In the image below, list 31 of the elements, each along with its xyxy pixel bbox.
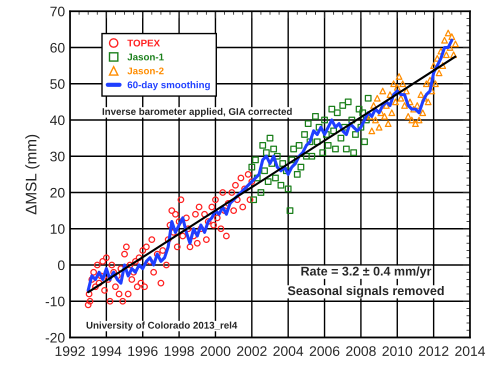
x-tick-label: 2008 [346,346,376,356]
legend-label: 60-day smoothing [128,81,210,90]
annotation: Seasonal signals removed [288,286,444,298]
y-tick-label: 50 [50,79,65,89]
annotation: Rate = 3.2 ± 0.4 mm/yr [301,266,432,278]
x-tick-label: 2012 [418,346,448,356]
y-tick-label: 20 [50,188,65,198]
y-tick-label: 40 [50,115,65,126]
legend-label: TOPEX [127,40,160,47]
annotation: Inverse barometer applied, GIA corrected [102,108,292,117]
x-tick-label: 1996 [128,346,158,356]
x-tick-label: 2014 [455,346,486,356]
legend-label: Jason-2 [127,67,164,74]
legend-label: Jason-1 [127,54,164,60]
y-tick-label: -20 [46,332,65,343]
x-tick-label: 2000 [200,346,230,356]
y-axis-title: ΔMSL (mm) [25,134,40,214]
x-tick-label: 2004 [273,346,304,356]
x-tick-label: 2010 [382,346,412,356]
x-tick-label: 2002 [237,346,267,356]
y-tick-label: 30 [50,152,65,162]
y-tick-label: 0 [58,260,65,270]
y-tick-label: 70 [50,6,65,16]
x-tick-label: 1998 [164,346,194,356]
x-tick-label: 1992 [56,346,85,356]
x-tick-label: 1994 [92,346,122,356]
x-tick-label: 2006 [310,346,340,356]
annotation: University of Colorado 2013_rel4 [86,322,238,331]
y-tick-label: 10 [50,224,65,234]
y-tick-label: 60 [50,42,65,53]
y-tick-label: -10 [46,296,65,306]
